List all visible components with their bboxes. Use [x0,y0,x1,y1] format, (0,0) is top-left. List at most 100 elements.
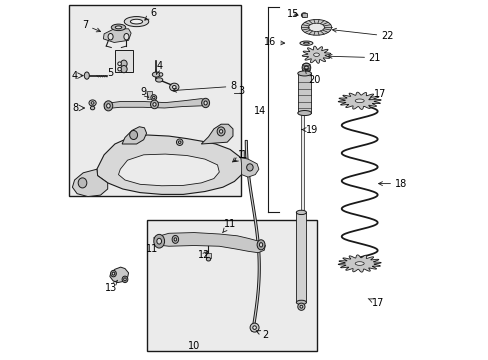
Text: 22: 22 [332,28,392,41]
Ellipse shape [153,234,164,248]
Polygon shape [103,29,131,42]
Ellipse shape [169,83,179,91]
Ellipse shape [151,95,156,100]
Ellipse shape [110,270,116,277]
Text: 11: 11 [222,219,236,233]
Bar [296,212,306,302]
Ellipse shape [297,71,311,76]
Polygon shape [302,46,330,63]
Ellipse shape [123,33,129,40]
Polygon shape [241,158,258,177]
Ellipse shape [176,139,183,145]
Polygon shape [153,233,265,253]
Ellipse shape [302,63,310,72]
Polygon shape [308,23,324,31]
Ellipse shape [155,78,163,82]
Polygon shape [201,124,232,144]
Ellipse shape [111,24,125,31]
Ellipse shape [297,111,311,116]
Ellipse shape [118,67,121,71]
Ellipse shape [301,13,306,18]
Text: 16: 16 [264,37,284,48]
Ellipse shape [153,103,156,106]
Ellipse shape [354,99,364,103]
Ellipse shape [172,235,178,243]
Bar [300,112,304,212]
Text: 8: 8 [172,81,236,92]
Ellipse shape [123,278,126,281]
Text: 17: 17 [368,89,386,100]
Ellipse shape [90,106,95,110]
Text: 17: 17 [367,298,384,308]
Text: 13: 13 [104,280,118,293]
Ellipse shape [129,131,137,140]
Polygon shape [110,267,128,283]
Ellipse shape [313,53,319,57]
Text: 11: 11 [146,244,158,254]
Ellipse shape [150,100,158,109]
Ellipse shape [174,238,176,241]
Text: 7: 7 [82,20,101,32]
Ellipse shape [124,17,148,27]
Polygon shape [338,92,381,109]
Text: 8: 8 [72,103,78,113]
Ellipse shape [257,240,264,250]
Polygon shape [97,135,244,194]
Text: 21: 21 [327,53,380,63]
Ellipse shape [172,86,176,89]
Ellipse shape [297,303,305,310]
Polygon shape [104,99,208,109]
Text: 15: 15 [286,9,299,19]
Text: 20: 20 [305,69,320,85]
Ellipse shape [157,238,161,244]
Ellipse shape [299,305,302,308]
Text: 12: 12 [198,250,210,260]
Ellipse shape [354,262,364,265]
Ellipse shape [121,60,127,67]
Polygon shape [118,154,219,186]
Ellipse shape [112,272,115,275]
Ellipse shape [296,210,306,215]
Ellipse shape [299,41,312,45]
Ellipse shape [108,33,113,40]
Text: 4: 4 [156,60,162,75]
Ellipse shape [118,62,121,66]
Text: 9: 9 [140,87,148,98]
Bar [301,13,306,17]
Text: 18: 18 [378,179,406,189]
Ellipse shape [152,72,160,77]
Ellipse shape [303,42,309,44]
Bar [147,220,316,351]
Ellipse shape [106,104,110,108]
Ellipse shape [130,19,142,24]
Ellipse shape [159,73,163,76]
Bar [297,73,311,113]
Polygon shape [122,127,146,144]
Text: 5: 5 [107,68,114,78]
Ellipse shape [104,101,113,111]
Ellipse shape [84,72,89,79]
Text: 14: 14 [253,106,265,116]
Text: 1: 1 [232,150,244,162]
Text: 19: 19 [301,125,318,135]
Text: 2: 2 [256,330,268,340]
Ellipse shape [178,141,181,144]
Ellipse shape [304,66,307,70]
Bar [205,253,211,258]
Bar [147,91,151,99]
Bar [115,50,133,72]
Polygon shape [338,255,381,272]
Text: 6: 6 [144,8,157,20]
Bar [69,5,241,196]
Ellipse shape [89,100,96,106]
Ellipse shape [78,178,87,188]
Ellipse shape [152,96,155,99]
Ellipse shape [121,66,127,73]
Ellipse shape [259,243,262,247]
Text: 3: 3 [237,86,244,96]
Text: 4: 4 [71,71,78,81]
Ellipse shape [122,276,127,283]
Ellipse shape [249,323,259,332]
Text: 10: 10 [187,341,200,351]
Polygon shape [72,169,107,197]
